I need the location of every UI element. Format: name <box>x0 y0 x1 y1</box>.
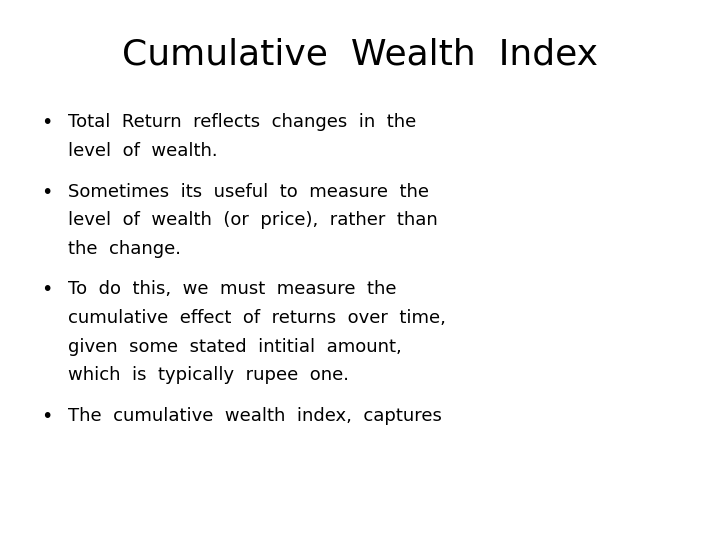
Text: Cumulative  Wealth  Index: Cumulative Wealth Index <box>122 38 598 72</box>
Text: •: • <box>41 113 53 132</box>
Text: level  of  wealth.: level of wealth. <box>68 142 218 160</box>
Text: cumulative  effect  of  returns  over  time,: cumulative effect of returns over time, <box>68 309 446 327</box>
Text: level  of  wealth  (or  price),  rather  than: level of wealth (or price), rather than <box>68 211 438 229</box>
Text: given  some  stated  intitial  amount,: given some stated intitial amount, <box>68 338 402 355</box>
Text: the  change.: the change. <box>68 240 181 258</box>
Text: •: • <box>41 280 53 299</box>
Text: which  is  typically  rupee  one.: which is typically rupee one. <box>68 366 349 384</box>
Text: •: • <box>41 407 53 426</box>
Text: To  do  this,  we  must  measure  the: To do this, we must measure the <box>68 280 397 298</box>
Text: •: • <box>41 183 53 201</box>
Text: Total  Return  reflects  changes  in  the: Total Return reflects changes in the <box>68 113 417 131</box>
Text: The  cumulative  wealth  index,  captures: The cumulative wealth index, captures <box>68 407 442 424</box>
Text: Sometimes  its  useful  to  measure  the: Sometimes its useful to measure the <box>68 183 429 200</box>
